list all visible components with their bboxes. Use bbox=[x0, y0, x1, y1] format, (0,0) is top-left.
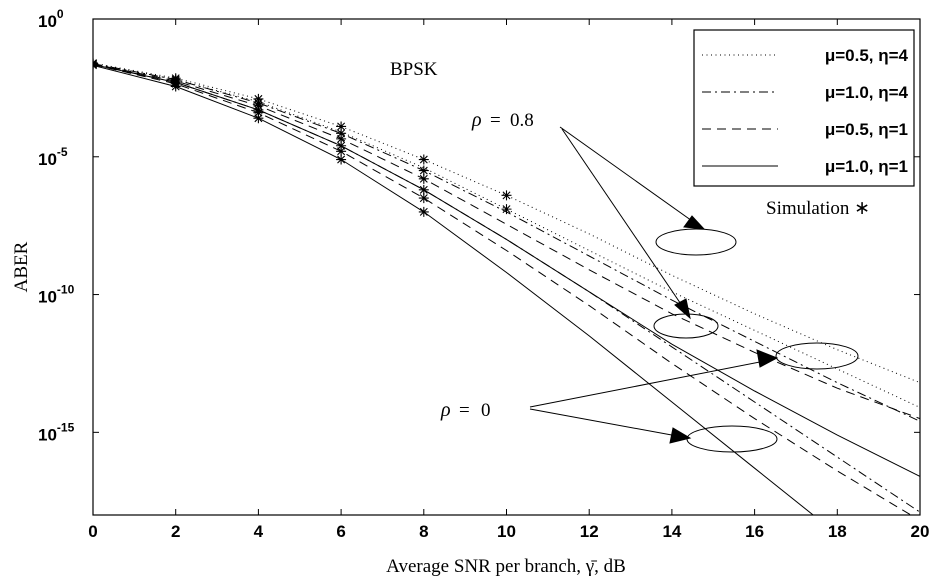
arrow-head-rho0-lower bbox=[669, 427, 692, 444]
rho-high-annotation: ρ = 0.8 bbox=[471, 109, 534, 131]
x-tick-label: 18 bbox=[828, 522, 847, 541]
group-ellipse-rho08-upper bbox=[655, 228, 737, 256]
rho-low-value: 0 bbox=[481, 400, 491, 421]
x-tick-label: 10 bbox=[497, 522, 516, 541]
simulation-marker bbox=[418, 206, 429, 217]
simulation-marker bbox=[418, 154, 429, 165]
x-axis-ticks: 0 2 4 6 8 10 12 14 16 18 20 bbox=[88, 19, 929, 541]
arrow-line-rho08-lower bbox=[561, 128, 690, 317]
legend: μ=0.5, η=4 μ=1.0, η=4 μ=0.5, η=1 μ=1.0, … bbox=[693, 29, 915, 187]
simulation-marker bbox=[418, 193, 429, 204]
y-axis-ticks: 100 10-5 10-10 10-15 bbox=[38, 7, 920, 444]
simulation-marker bbox=[253, 107, 264, 118]
series-line-4 bbox=[93, 64, 920, 477]
arrow-head-rho08-lower bbox=[674, 298, 691, 320]
arrow-head-rho0-upper bbox=[756, 349, 779, 368]
annotation-arrows bbox=[529, 126, 779, 444]
y-axis-label: ABER bbox=[11, 241, 32, 292]
simulation-marker bbox=[170, 81, 181, 92]
simulation-marker bbox=[501, 190, 512, 201]
series-line-7 bbox=[93, 64, 912, 515]
legend-label-3: μ=0.5, η=1 bbox=[825, 120, 908, 139]
bpsk-label: BPSK bbox=[390, 59, 438, 80]
arrow-line-rho08-upper bbox=[559, 126, 703, 229]
rho-high-equals: = bbox=[490, 110, 501, 131]
x-axis-label: Average SNR per branch, γ̄, dB bbox=[386, 556, 626, 577]
y-tick-label: 10-10 bbox=[38, 283, 75, 307]
simulation-label: Simulation ∗ bbox=[766, 198, 870, 219]
simulation-marker bbox=[336, 133, 347, 144]
series-line-3 bbox=[93, 63, 920, 420]
simulation-marker bbox=[336, 154, 347, 165]
x-tick-label: 8 bbox=[419, 522, 428, 541]
arrow-line-rho0-lower bbox=[529, 408, 689, 439]
simulation-marker bbox=[418, 184, 429, 195]
simulation-marker bbox=[253, 113, 264, 124]
rho-low-symbol: ρ bbox=[440, 399, 451, 421]
x-tick-label: 2 bbox=[171, 522, 180, 541]
legend-label-2: μ=1.0, η=4 bbox=[825, 83, 909, 102]
legend-box bbox=[693, 29, 915, 187]
x-tick-label: 0 bbox=[88, 522, 97, 541]
x-tick-label: 14 bbox=[662, 522, 681, 541]
simulation-marker bbox=[336, 128, 347, 139]
y-tick-label: 10-15 bbox=[38, 420, 75, 444]
group-ellipse-rho08-lower bbox=[653, 313, 719, 339]
simulation-marker bbox=[336, 121, 347, 132]
simulation-marker bbox=[418, 165, 429, 176]
y-tick-label: 100 bbox=[38, 7, 64, 31]
x-tick-label: 20 bbox=[911, 522, 930, 541]
rho-high-value: 0.8 bbox=[510, 110, 534, 131]
arrow-head-rho08-upper bbox=[683, 215, 706, 230]
simulation-marker bbox=[336, 146, 347, 157]
series-line-8 bbox=[93, 64, 814, 515]
simulation-marker bbox=[418, 173, 429, 184]
group-ellipse-rho0-upper bbox=[775, 342, 859, 370]
rho-low-equals: = bbox=[459, 400, 470, 421]
legend-label-1: μ=0.5, η=4 bbox=[825, 46, 909, 65]
group-ellipse-rho0-lower bbox=[686, 425, 778, 453]
rho-low-annotation: ρ = 0 bbox=[440, 399, 491, 421]
legend-label-4: μ=1.0, η=1 bbox=[825, 157, 908, 176]
x-tick-label: 12 bbox=[580, 522, 599, 541]
series-line-5 bbox=[93, 62, 920, 408]
x-tick-label: 16 bbox=[745, 522, 764, 541]
arrow-line-rho0-upper bbox=[529, 358, 776, 408]
simulation-marker bbox=[336, 140, 347, 151]
series-line-6 bbox=[93, 63, 920, 513]
simulation-marker bbox=[501, 204, 512, 215]
rho-high-symbol: ρ bbox=[471, 109, 482, 131]
x-tick-label: 4 bbox=[254, 522, 264, 541]
y-tick-label: 10-5 bbox=[38, 145, 68, 169]
x-tick-label: 6 bbox=[336, 522, 345, 541]
simulation-marker-group bbox=[93, 58, 512, 217]
